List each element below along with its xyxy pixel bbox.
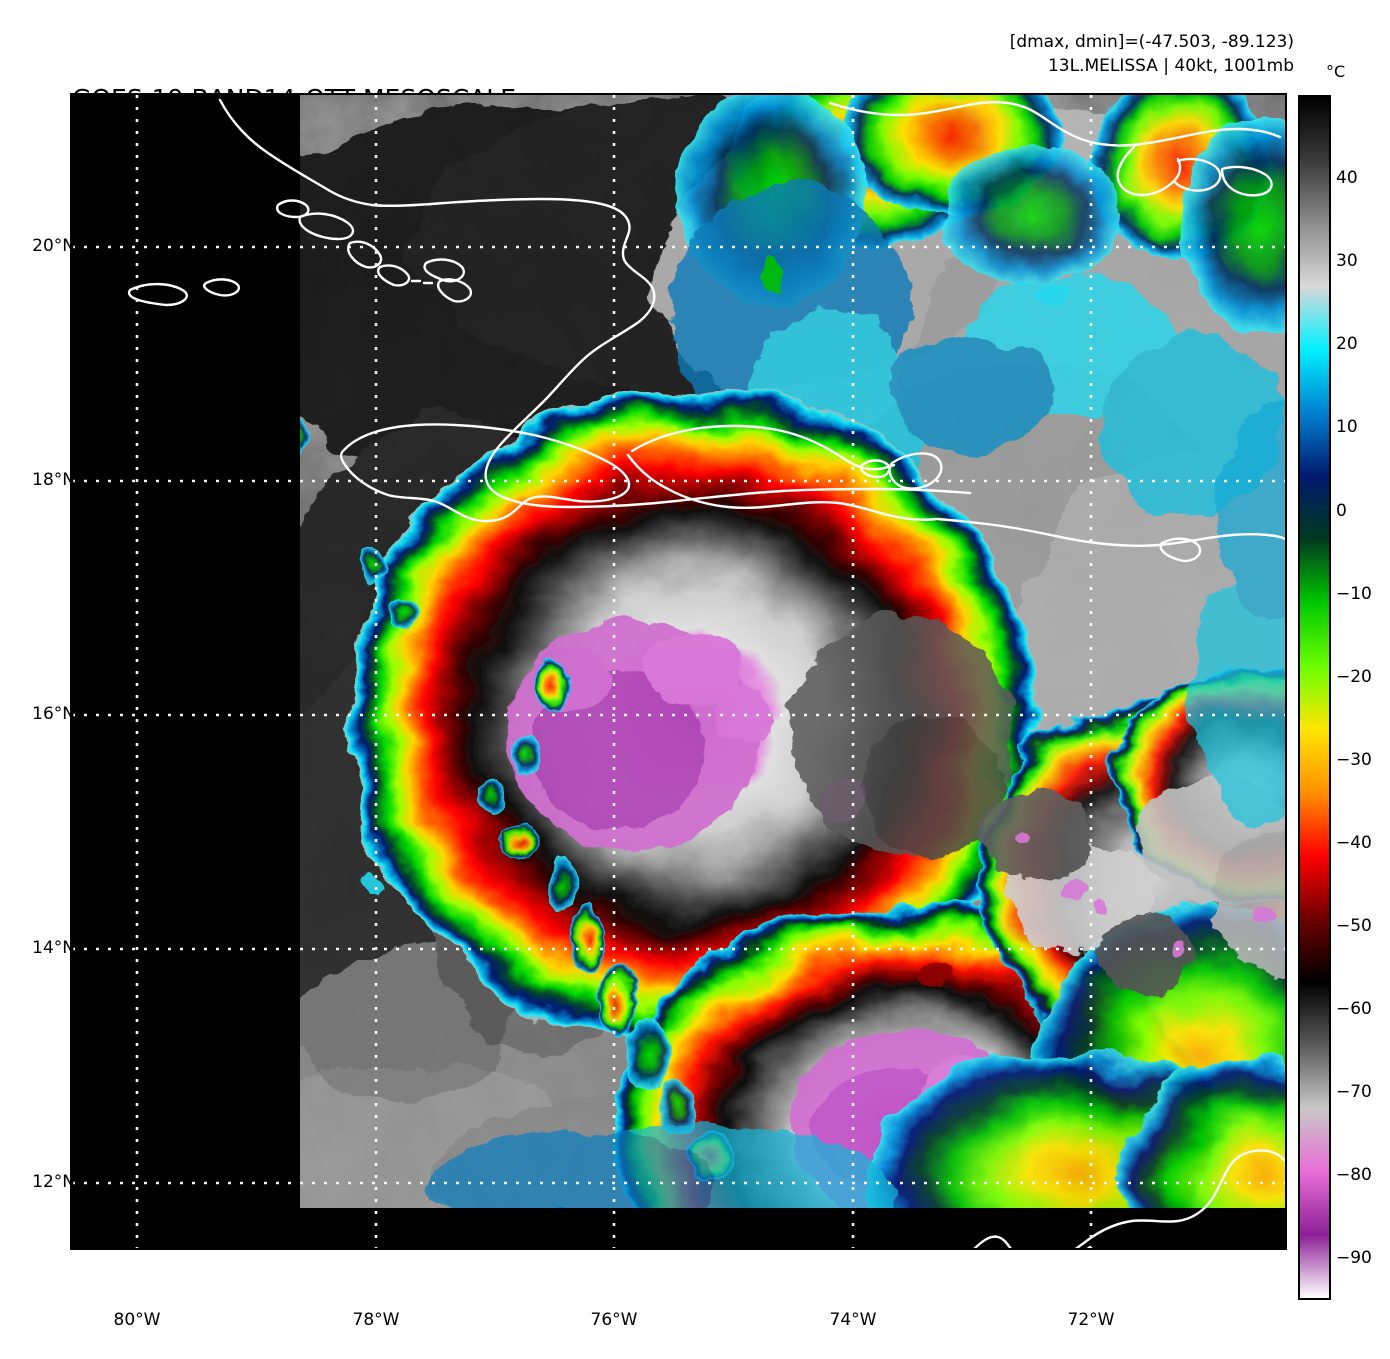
cool-cloud-margins: [432, 405, 1285, 1208]
metadata-block: [dmax, dmin]=(-47.503, -89.123) 13L.MELI…: [1010, 30, 1294, 78]
haiti-north-peninsula: [1116, 145, 1182, 197]
beata-island: [1159, 537, 1202, 563]
colorbar-tick-minus40: −40: [1336, 832, 1372, 853]
islet-a: [276, 199, 310, 219]
colorbar-unit-label: °C: [1326, 62, 1346, 81]
islet-d: [377, 264, 411, 287]
colorbar-tick-minus80: −80: [1336, 1165, 1372, 1186]
colombia-coastline: [973, 1149, 1285, 1248]
cuba-coastline: [218, 98, 972, 509]
xtick-74W: 74°W: [829, 1310, 877, 1330]
colorbar-tick-minus60: −60: [1336, 999, 1372, 1020]
ytick-20N: 20°N: [32, 236, 75, 256]
islet-f: [437, 278, 473, 303]
eastern-magenta-specks: [1016, 831, 1276, 957]
colorbar-tick-minus90: −90: [1336, 1248, 1372, 1269]
hispaniola-north-coast: [828, 101, 1282, 147]
ytick-12N: 12°N: [32, 1172, 75, 1192]
islet-b: [298, 212, 355, 241]
cayman-brac: [203, 278, 241, 297]
islet-e: [423, 258, 465, 283]
colorbar-tick-minus50: −50: [1336, 916, 1372, 936]
primary-cold-core: [507, 620, 774, 850]
xtick-72W: 72°W: [1067, 1310, 1115, 1330]
ytick-18N: 18°N: [32, 470, 75, 490]
islet-dots: [410, 279, 434, 285]
haiti-southeast-bay: [888, 452, 943, 490]
gonave-island: [1220, 165, 1273, 197]
haiti-islet: [859, 459, 891, 479]
ytick-16N: 16°N: [32, 704, 75, 724]
satellite-image-plot[interactable]: Copyright © 2020-2025 Dapiya: [70, 93, 1287, 1250]
dmax-dmin-label: [dmax, dmin]=(-47.503, -89.123): [1009, 32, 1294, 52]
grand-cayman: [127, 282, 188, 307]
haiti-south-peninsula-south: [626, 453, 938, 521]
xtick-76W: 76°W: [590, 1310, 638, 1330]
xtick-78W: 78°W: [352, 1310, 400, 1330]
colorbar-tick-minus10: −10: [1336, 583, 1372, 604]
coastline-overlay: [127, 98, 1285, 1248]
colorbar-tick-30: 30: [1336, 251, 1358, 272]
colorbar-tick-10: 10: [1336, 417, 1358, 438]
haiti-bay-detail: [1172, 157, 1222, 192]
isolated-cells: [360, 257, 1068, 989]
mesoscale-sector: [300, 95, 1285, 1208]
colorbar-tick-minus70: −70: [1336, 1082, 1372, 1103]
ir-satellite-canvas: [72, 95, 1285, 1248]
colorbar-tick-labels: 40 30 20 10 0 −10 −20 −30 −40 −50 −60 −70 −80 −90: [1336, 95, 1390, 1300]
storm-info-label: 13L.MELISSA | 40kt, 1001mb: [1047, 56, 1294, 77]
islet-c: [347, 240, 383, 269]
ytick-14N: 14°N: [32, 938, 75, 958]
colorbar-tick-minus30: −30: [1336, 749, 1372, 770]
colorbar-tick-0: 0: [1336, 500, 1347, 521]
colorbar-tick-20: 20: [1336, 334, 1358, 355]
temperature-colorbar[interactable]: [1298, 95, 1331, 1300]
colorbar-tick-40: 40: [1336, 168, 1358, 189]
jamaica-coastline: [339, 423, 631, 523]
xtick-80W: 80°W: [113, 1310, 161, 1330]
colorbar-tick-minus20: −20: [1336, 666, 1372, 687]
dominican-south-coast: [936, 517, 1285, 547]
inner-dry-slot: [792, 615, 1012, 855]
lat-lon-grid: [72, 95, 1285, 1248]
